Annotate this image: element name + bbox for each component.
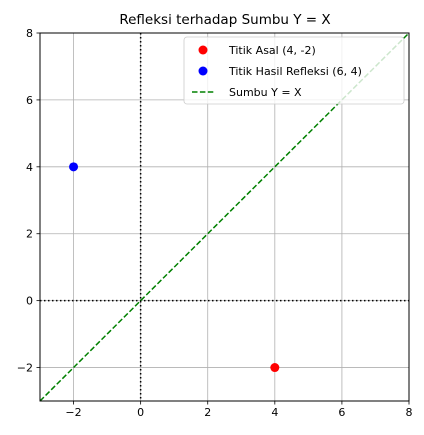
legend-label: Titik Hasil Refleksi (6, 4) — [228, 65, 362, 78]
x-tick-label: −2 — [65, 406, 81, 419]
legend-marker — [199, 46, 208, 55]
legend-label: Titik Asal (4, -2) — [228, 44, 316, 57]
data-point-0-0 — [270, 363, 279, 372]
y-tick-label: 2 — [26, 228, 33, 241]
x-tick-label: 8 — [406, 406, 413, 419]
legend: Titik Asal (4, -2) Titik Hasil Refleksi (… — [184, 37, 404, 104]
legend-label: Sumbu Y = X — [229, 86, 302, 99]
data-point-1-0 — [69, 162, 78, 171]
x-tick-label: 4 — [271, 406, 278, 419]
x-tick-label: 2 — [204, 406, 211, 419]
y-tick-label: 6 — [26, 94, 33, 107]
legend-marker — [199, 67, 208, 76]
x-tick-label: 6 — [338, 406, 345, 419]
chart-title: Refleksi terhadap Sumbu Y = X — [119, 12, 330, 28]
y-tick-label: 8 — [26, 27, 33, 40]
x-tick-label: 0 — [137, 406, 144, 419]
y-tick-label: −2 — [17, 362, 33, 375]
y-tick-label: 0 — [26, 295, 33, 308]
y-tick-label: 4 — [26, 161, 33, 174]
